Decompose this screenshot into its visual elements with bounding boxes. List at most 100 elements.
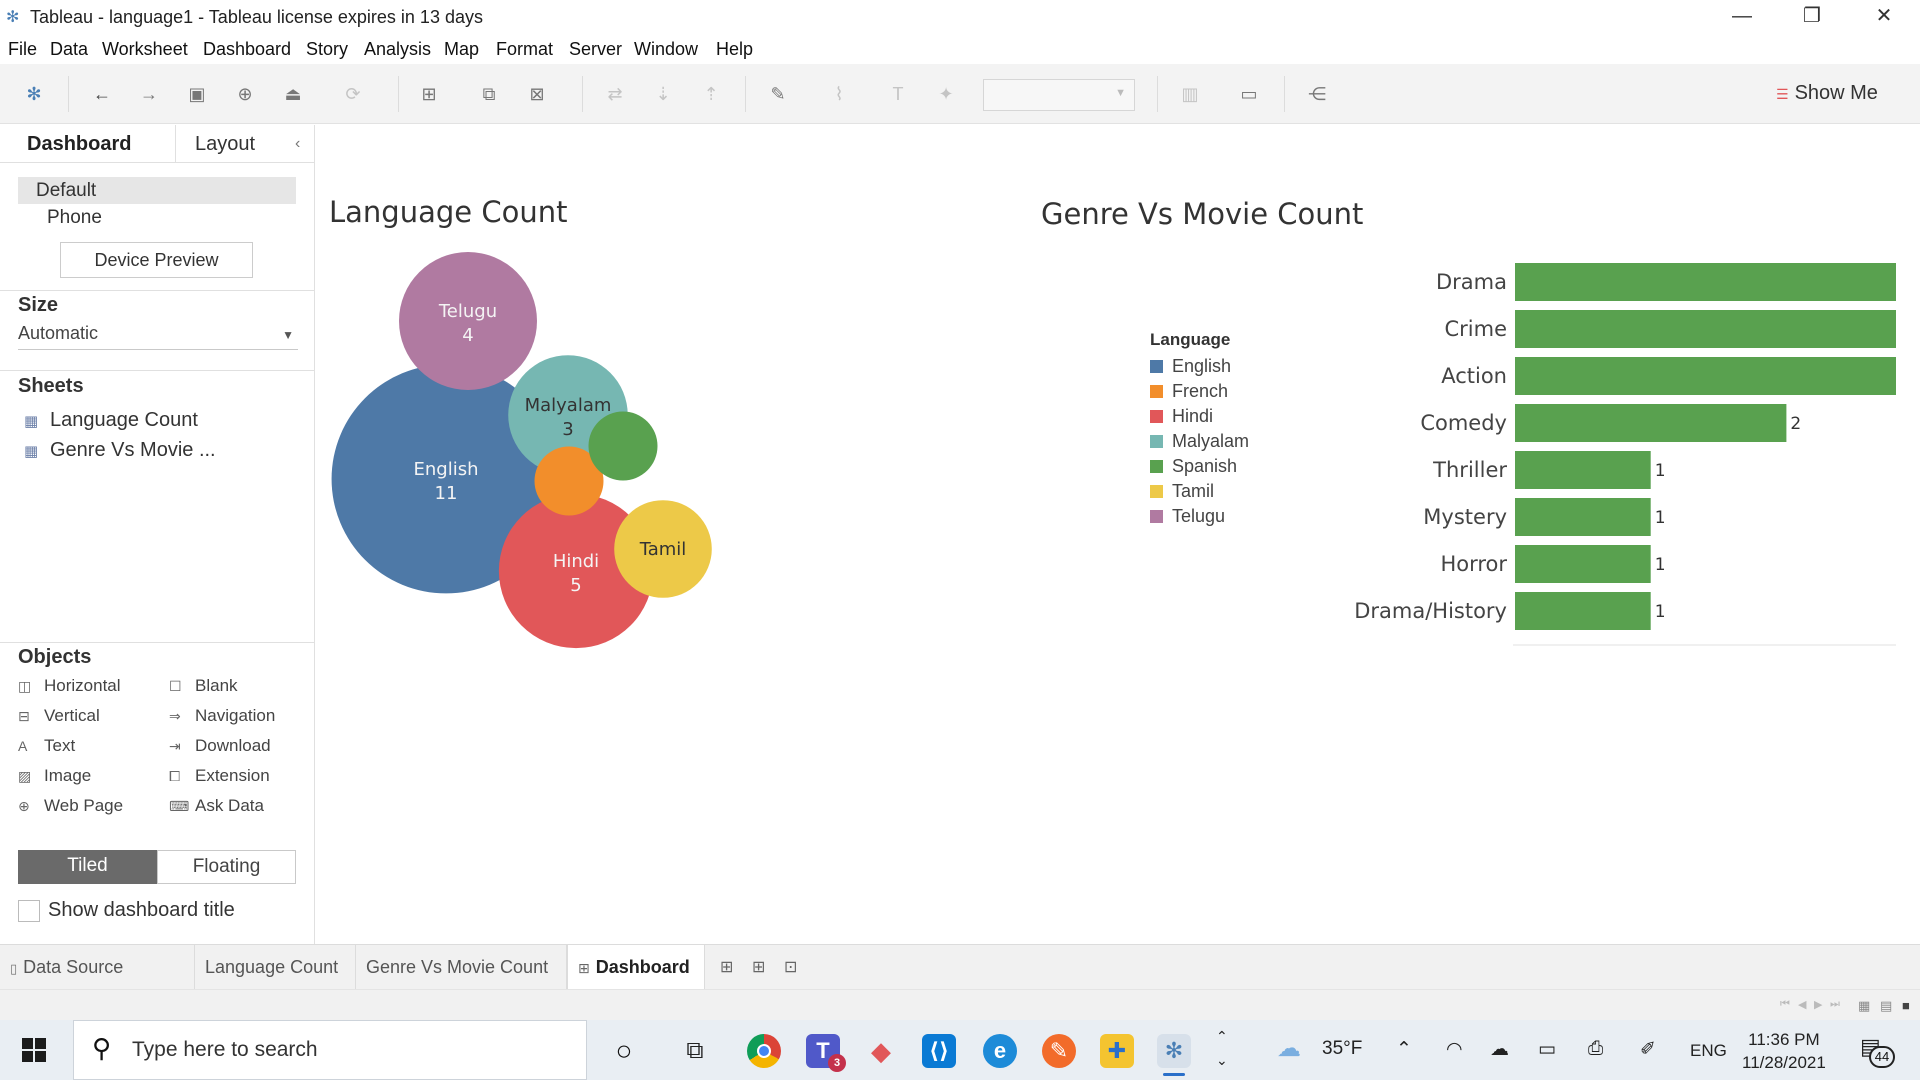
- menu-map[interactable]: Map: [444, 39, 480, 59]
- device-phone[interactable]: Phone: [47, 207, 102, 228]
- legend-item-hindi[interactable]: Hindi: [1150, 404, 1249, 429]
- bubble-french[interactable]: [534, 446, 604, 516]
- duplicate-icon[interactable]: ⧉: [482, 84, 496, 104]
- object-extension[interactable]: ⧠ Extension: [169, 766, 270, 786]
- wifi-icon[interactable]: ◠: [1446, 1039, 1463, 1060]
- show-tabs-icon[interactable]: ■: [1902, 998, 1910, 1013]
- restore-button[interactable]: ❐: [1803, 5, 1821, 27]
- share-icon[interactable]: ⋲: [1308, 84, 1326, 104]
- legend-item-french[interactable]: French: [1150, 379, 1249, 404]
- show-title-checkbox[interactable]: [18, 900, 40, 922]
- menu-story[interactable]: Story: [306, 39, 349, 59]
- new-story-icon[interactable]: ⊡: [784, 959, 798, 976]
- menu-file[interactable]: File: [8, 39, 38, 59]
- minimize-button[interactable]: —: [1732, 5, 1752, 27]
- cards-icon[interactable]: ▥: [1181, 84, 1199, 104]
- legend-item-tamil[interactable]: Tamil: [1150, 479, 1249, 504]
- device-preview-button[interactable]: Device Preview: [60, 242, 253, 278]
- fix-axes-icon[interactable]: ✦: [938, 84, 954, 104]
- vscode-icon[interactable]: ⟨⟩: [922, 1034, 956, 1068]
- redo-icon[interactable]: →: [140, 84, 158, 104]
- legend-item-english[interactable]: English: [1150, 354, 1249, 379]
- refresh-icon[interactable]: ⟳: [345, 84, 361, 104]
- notification-center[interactable]: ▤ 44: [1860, 1034, 1895, 1068]
- device-default[interactable]: Default: [18, 177, 296, 204]
- tiled-toggle[interactable]: Tiled: [18, 850, 157, 884]
- object-blank[interactable]: ☐ Blank: [169, 676, 238, 696]
- taskbar-search-box[interactable]: ⚲ Type here to search: [73, 1020, 587, 1080]
- legend-item-telugu[interactable]: Telugu: [1150, 504, 1249, 529]
- next-sheet-icon[interactable]: ▶: [1814, 999, 1823, 1011]
- new-worksheet-icon[interactable]: ⊞: [421, 84, 437, 104]
- object-text[interactable]: A Text: [18, 736, 75, 756]
- object-ask-data[interactable]: ⌨ Ask Data: [169, 796, 264, 816]
- bubble-hindi[interactable]: [498, 493, 654, 649]
- collapse-pane-icon[interactable]: ‹: [295, 135, 301, 152]
- floating-toggle[interactable]: Floating: [157, 850, 296, 884]
- save-icon[interactable]: ▣: [188, 84, 206, 104]
- menu-dashboard[interactable]: Dashboard: [203, 39, 292, 59]
- battery-icon[interactable]: ▭: [1538, 1039, 1556, 1060]
- tab-language-count[interactable]: Language Count: [195, 945, 356, 989]
- clock[interactable]: 11:36 PM 11/28/2021: [1742, 1028, 1826, 1074]
- bar-horror[interactable]: [1515, 545, 1651, 583]
- tableau-home-icon[interactable]: ✻: [26, 84, 42, 104]
- bar-drama[interactable]: [1515, 263, 1896, 301]
- size-select[interactable]: Automatic ▼: [18, 320, 298, 350]
- menu-data[interactable]: Data: [50, 39, 89, 59]
- close-button[interactable]: ✕: [1875, 5, 1893, 27]
- bubble-telugu[interactable]: [399, 252, 537, 390]
- menu-server[interactable]: Server: [569, 39, 623, 59]
- pen-workspace-icon[interactable]: ✐: [1640, 1039, 1656, 1060]
- onedrive-icon[interactable]: ☁: [1490, 1039, 1509, 1060]
- bubble-tamil[interactable]: [614, 500, 712, 598]
- object-vertical[interactable]: ⊟ Vertical: [18, 706, 100, 726]
- fit-dropdown[interactable]: ▼: [983, 79, 1135, 111]
- tab-genre-vs-movie-count[interactable]: Genre Vs Movie Count: [356, 945, 567, 989]
- show-labels-icon[interactable]: T: [892, 84, 904, 104]
- legend-item-malyalam[interactable]: Malyalam: [1150, 429, 1249, 454]
- menu-worksheet[interactable]: Worksheet: [102, 39, 188, 59]
- pause-updates-icon[interactable]: ⏏: [284, 84, 302, 104]
- menu-help[interactable]: Help: [716, 39, 754, 59]
- highlight-icon[interactable]: ✎: [770, 84, 786, 104]
- sheet-item-genre-vs-movie[interactable]: ▦ Genre Vs Movie ...: [24, 439, 216, 462]
- object-image[interactable]: ▨ Image: [18, 766, 91, 786]
- app-diamond-icon[interactable]: ◆: [871, 1036, 891, 1066]
- object-navigation[interactable]: ⇒ Navigation: [169, 706, 275, 726]
- bubble-english[interactable]: [331, 364, 561, 594]
- new-worksheet-icon[interactable]: ⊞: [720, 959, 734, 976]
- weather-temp[interactable]: 35°F: [1322, 1038, 1363, 1059]
- bar-action[interactable]: [1515, 357, 1896, 395]
- legend-item-spanish[interactable]: Spanish: [1150, 454, 1249, 479]
- sheet-item-language-count[interactable]: ▦ Language Count: [24, 409, 198, 432]
- input-language[interactable]: ENG: [1690, 1041, 1727, 1060]
- object-horizontal[interactable]: ◫ Horizontal: [18, 676, 121, 696]
- object-web-page[interactable]: ⊕ Web Page: [18, 796, 123, 816]
- tab-dashboard-1[interactable]: ⊞Dashboard 1: [567, 945, 705, 1022]
- tab-layout[interactable]: Layout: [195, 133, 256, 155]
- edge-icon[interactable]: e: [983, 1034, 1017, 1068]
- group-members-icon[interactable]: ⌇: [834, 84, 844, 104]
- tableau-taskbar-icon[interactable]: ✻: [1157, 1034, 1191, 1076]
- app-puzzle-icon[interactable]: ✚: [1100, 1034, 1134, 1068]
- show-sheet-sorter-icon[interactable]: ▦: [1858, 998, 1871, 1013]
- task-view-icon[interactable]: ⧉: [686, 1037, 704, 1064]
- presentation-mode-icon[interactable]: ▭: [1240, 84, 1258, 104]
- meet-now-icon[interactable]: ⎙: [1588, 1038, 1604, 1059]
- show-filmstrip-icon[interactable]: ▤: [1880, 998, 1893, 1013]
- cortana-icon[interactable]: ○: [615, 1035, 633, 1066]
- menu-window[interactable]: Window: [634, 39, 699, 59]
- swap-icon[interactable]: ⇄: [607, 84, 623, 104]
- show-hidden-icons-icon[interactable]: ⌃: [1396, 1039, 1412, 1060]
- menu-analysis[interactable]: Analysis: [364, 39, 432, 59]
- tab-data-source[interactable]: ▯ Data Source: [0, 945, 195, 989]
- last-sheet-icon[interactable]: ⏭: [1830, 998, 1840, 1010]
- new-dashboard-icon[interactable]: ⊞: [752, 959, 766, 976]
- object-download[interactable]: ⇥ Download: [169, 736, 271, 756]
- bubble-spanish[interactable]: [588, 411, 658, 481]
- bar-thriller[interactable]: [1515, 451, 1651, 489]
- undo-icon[interactable]: ←: [93, 84, 111, 104]
- tab-dashboard[interactable]: Dashboard: [0, 125, 176, 163]
